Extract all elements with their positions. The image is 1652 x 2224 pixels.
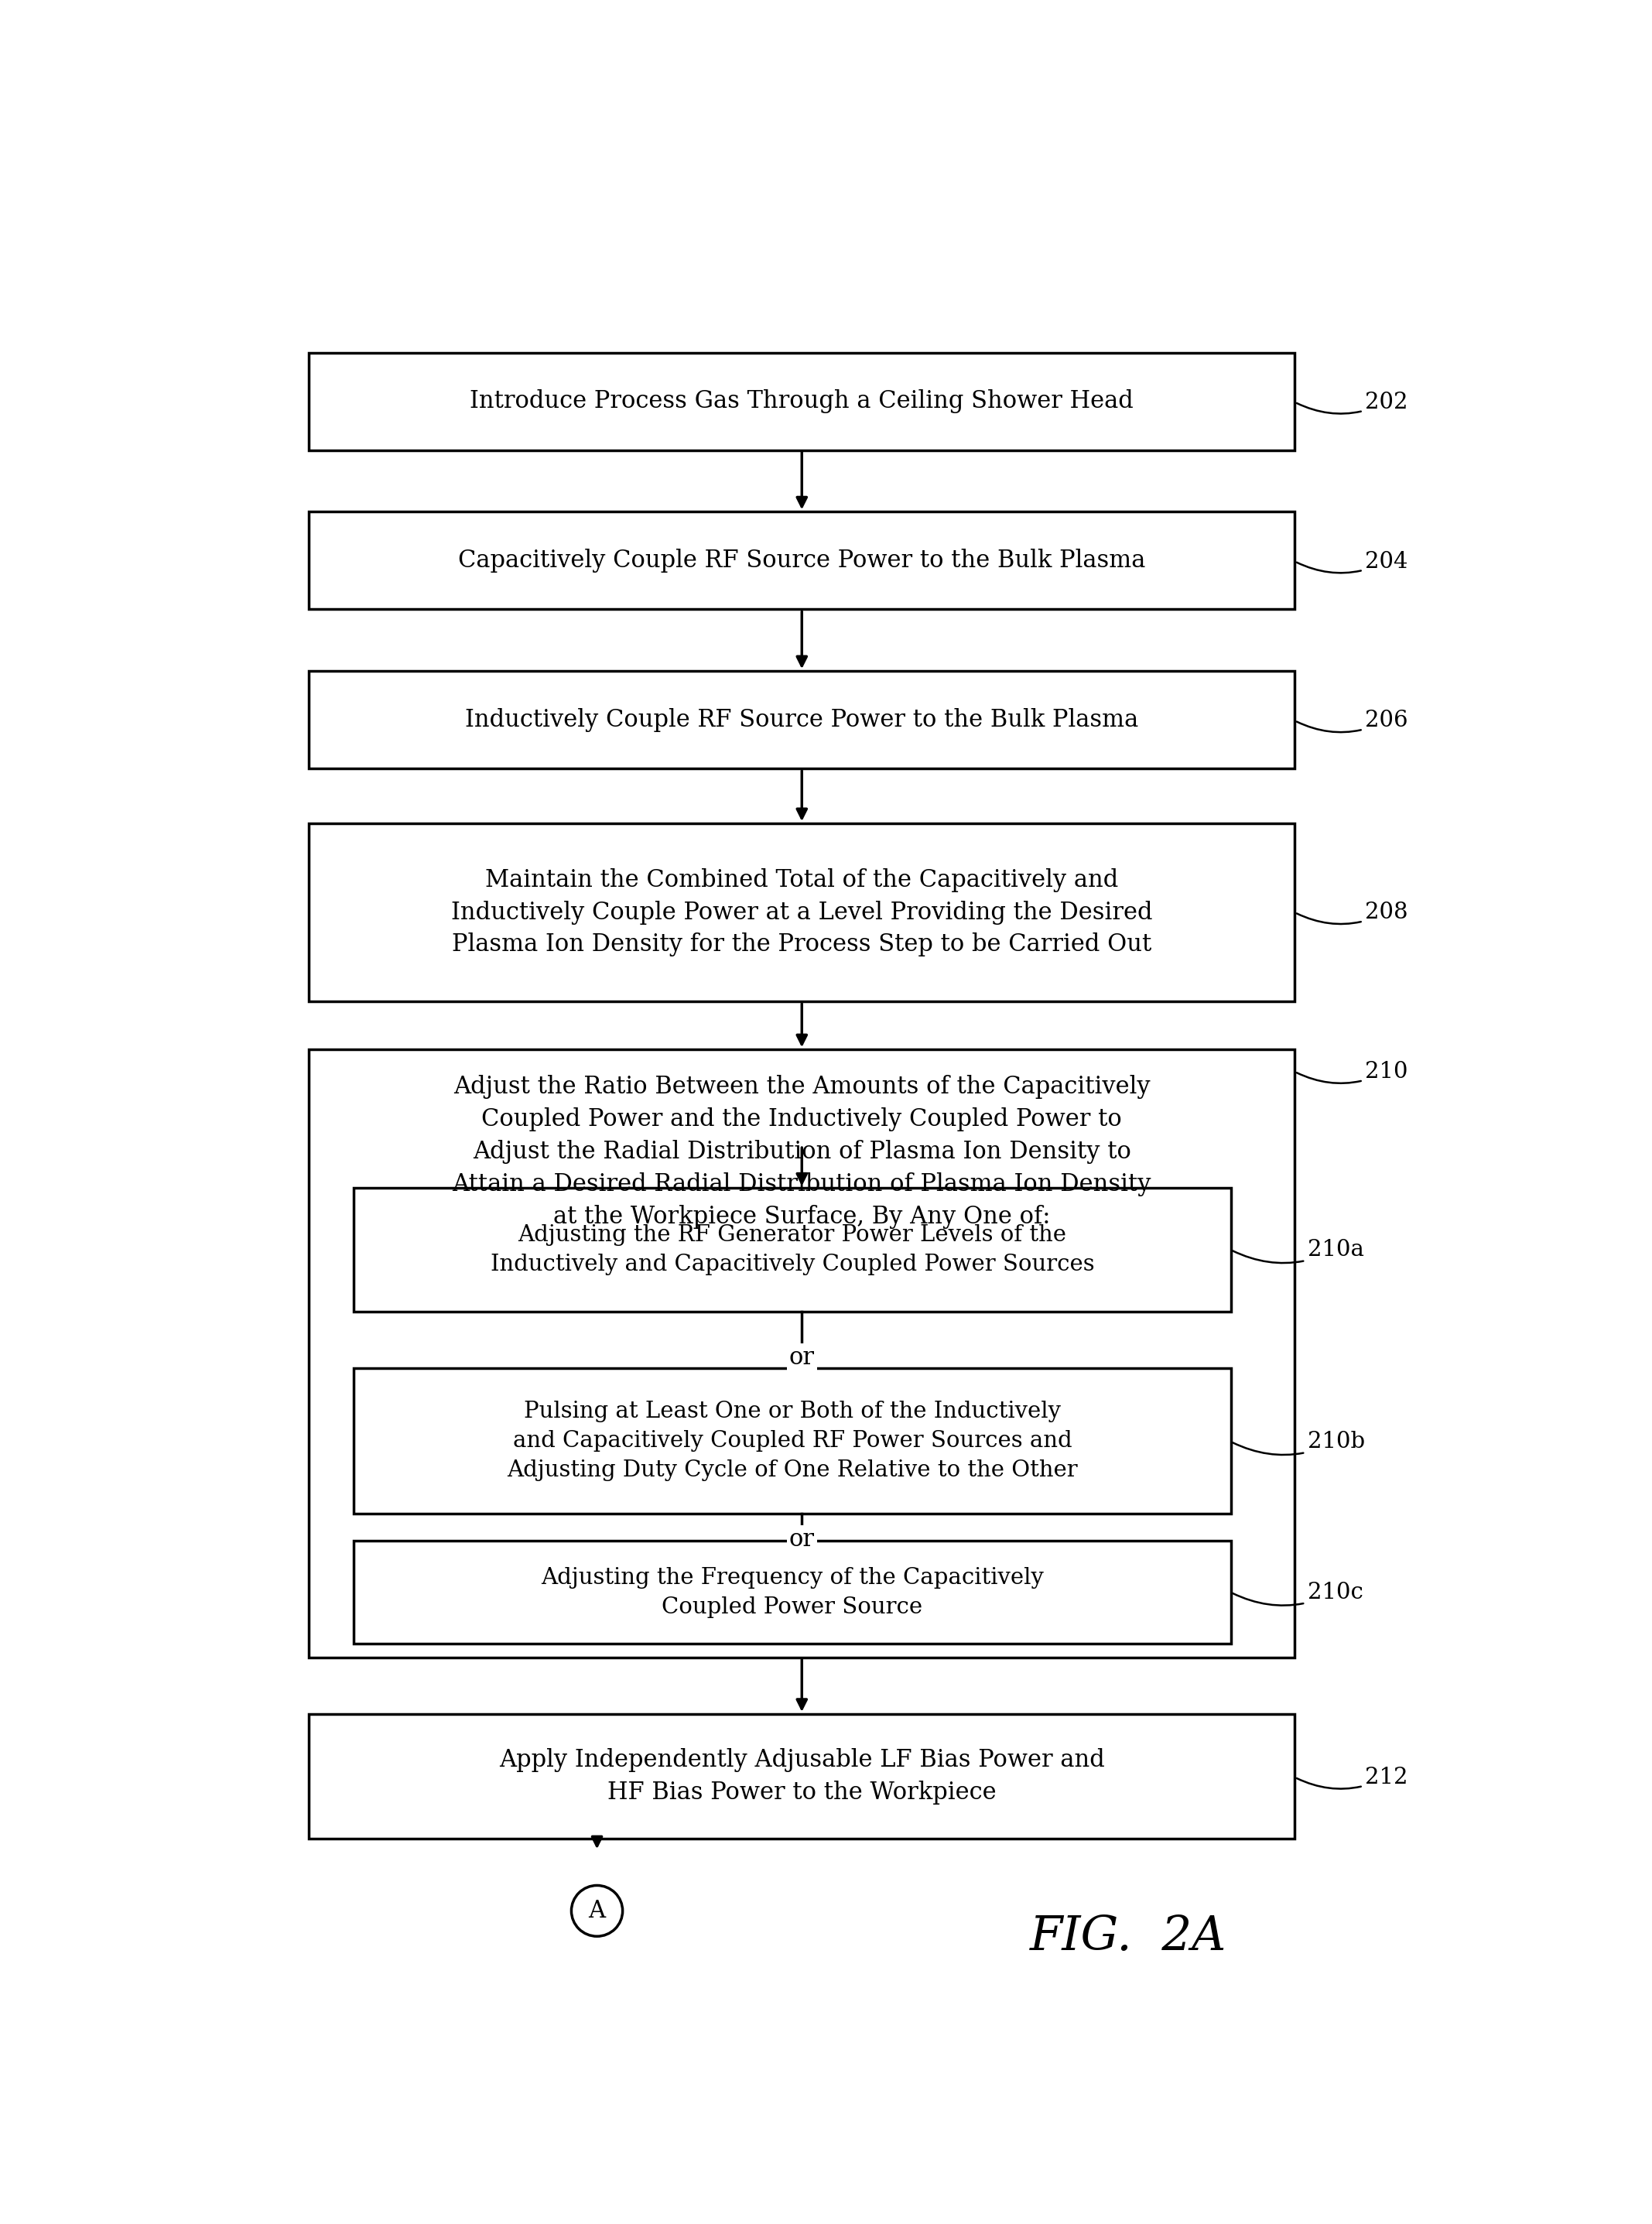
Bar <box>309 351 1295 449</box>
Text: 210c: 210c <box>1232 1581 1363 1606</box>
Text: Introduce Process Gas Through a Ceiling Shower Head: Introduce Process Gas Through a Ceiling … <box>469 389 1133 414</box>
Bar <box>309 1050 1295 1657</box>
Text: Maintain the Combined Total of the Capacitively and
Inductively Couple Power at : Maintain the Combined Total of the Capac… <box>451 867 1153 956</box>
Text: Capacitively Couple RF Source Power to the Bulk Plasma: Capacitively Couple RF Source Power to t… <box>458 549 1145 572</box>
Ellipse shape <box>572 1886 623 1937</box>
Bar <box>309 1715 1295 1839</box>
Text: Adjusting the RF Generator Power Levels of the
Inductively and Capacitively Coup: Adjusting the RF Generator Power Levels … <box>491 1225 1094 1274</box>
Text: Adjusting the Frequency of the Capacitively
Coupled Power Source: Adjusting the Frequency of the Capacitiv… <box>540 1568 1044 1617</box>
Text: 202: 202 <box>1297 391 1408 414</box>
Text: 206: 206 <box>1297 709 1408 732</box>
Bar <box>309 672 1295 770</box>
Text: 212: 212 <box>1297 1766 1408 1788</box>
Text: FIG.  2A: FIG. 2A <box>1029 1913 1227 1959</box>
Text: 210a: 210a <box>1232 1239 1365 1263</box>
Text: 210: 210 <box>1297 1061 1408 1083</box>
Bar <box>309 823 1295 1001</box>
Text: Pulsing at Least One or Both of the Inductively
and Capacitively Coupled RF Powe: Pulsing at Least One or Both of the Indu… <box>507 1401 1077 1481</box>
Bar <box>309 512 1295 609</box>
Text: Adjust the Ratio Between the Amounts of the Capacitively
Coupled Power and the I: Adjust the Ratio Between the Amounts of … <box>453 1074 1151 1228</box>
Text: Inductively Couple RF Source Power to the Bulk Plasma: Inductively Couple RF Source Power to th… <box>466 707 1138 732</box>
Text: Apply Independently Adjusable LF Bias Power and
HF Bias Power to the Workpiece: Apply Independently Adjusable LF Bias Po… <box>499 1748 1105 1804</box>
Text: 210b: 210b <box>1232 1430 1365 1454</box>
Text: 208: 208 <box>1297 901 1408 923</box>
Text: A: A <box>588 1899 606 1924</box>
Bar <box>354 1188 1231 1312</box>
Text: or: or <box>790 1346 814 1370</box>
Text: or: or <box>790 1528 814 1552</box>
Text: 204: 204 <box>1297 552 1408 574</box>
Bar <box>354 1368 1231 1515</box>
Bar <box>354 1541 1231 1644</box>
